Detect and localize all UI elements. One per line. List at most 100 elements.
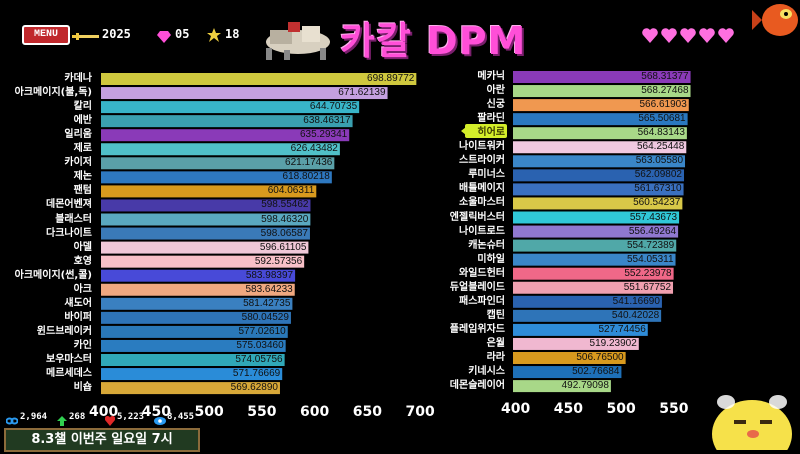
x-tick-label: 650 [352,404,382,420]
category-label: 엔젤릭버스터 [449,211,505,223]
bar-right-21 [513,366,622,379]
bar-left-19 [101,339,286,352]
bar-left-0 [101,73,417,85]
bar-left-10 [101,213,311,226]
bar-value-label: 638.46317 [303,115,351,127]
bar-right-18 [513,323,648,336]
bar-right-22 [513,380,611,393]
category-label: 호영 [73,255,92,267]
bar-right-16 [513,295,662,308]
category-label: 메카닉 [477,71,505,82]
bar-left-4 [101,129,350,142]
bar-right-19 [513,337,639,350]
bar-value-label: 598.55462 [261,199,309,211]
category-label: 캡틴 [486,309,505,321]
bar-right-10 [513,211,680,224]
bar-value-label: 596.61105 [259,241,307,253]
category-label: 라라 [486,352,505,363]
bar-left-5 [101,143,340,156]
category-label: 카인 [73,339,92,351]
bar-value-label: 671.62139 [338,87,386,99]
bar-value-label: 618.80218 [282,171,330,183]
bar-left-17 [101,311,291,324]
bar-value-label: 698.89772 [367,73,415,84]
category-label: 캐논슈터 [468,239,505,251]
footer-stat-4: 8,455 [167,412,195,422]
x-tick-label: 400 [89,404,119,420]
bar-left-22 [101,382,280,395]
category-label: 에반 [73,115,92,127]
category-label: 패스파인더 [459,295,505,307]
loop-icon [5,411,19,430]
bar-value-label: 564.25448 [637,141,685,153]
category-label: 칼리 [73,101,92,113]
menu-button[interactable]: MENU [22,25,70,45]
bee-mascot-icon [704,388,800,454]
category-label: 은월 [486,337,505,349]
bar-value-label: 583.64233 [245,283,293,295]
bar-left-16 [101,297,293,310]
mech-robot-icon [258,12,338,66]
bar-value-label: 575.03460 [236,339,284,351]
up-arrow-icon [57,411,67,430]
category-label: 루미너스 [468,169,505,181]
bar-value-label: 592.57356 [254,255,303,267]
heart-icon [104,411,116,430]
bar-value-label: 554.05311 [626,253,674,265]
category-label: 아란 [486,85,505,97]
category-label: 아크메이지(불,독) [14,87,92,99]
bar-left-12 [101,241,309,254]
bar-value-label: 554.72389 [626,239,675,251]
bar-value-label: 581.42735 [243,297,291,309]
bar-right-14 [513,267,674,280]
category-label: 소울마스터 [459,197,505,209]
bar-value-label: 569.62890 [230,382,278,394]
category-label: 섀도어 [64,297,92,309]
bar-left-11 [101,227,310,240]
bar-value-label: 574.05756 [235,354,283,365]
star-counter: 18 [225,27,240,41]
bar-value-label: 626.43482 [290,143,338,155]
bar-value-label: 551.67752 [623,281,672,293]
bar-right-6 [513,155,686,168]
category-label: 제논 [73,171,92,183]
bar-left-7 [101,171,332,184]
bar-value-label: 560.54237 [633,197,681,209]
category-label: 미하일 [477,253,505,265]
highlight-marker [465,124,507,138]
bar-value-label: 556.49264 [628,225,677,237]
bar-value-label: 541.16690 [612,295,660,307]
bar-right-7 [513,169,685,182]
bar-value-label: 552.23978 [624,267,672,279]
star-icon [207,27,221,46]
sword-icon [72,27,100,46]
bar-value-label: 568.27468 [641,85,689,97]
category-label: 스트라이커 [459,155,505,167]
bar-value-label: 506.76500 [576,352,624,363]
category-label: 메르세데스 [46,368,92,380]
bar-left-9 [101,199,311,212]
bar-left-13 [101,255,305,268]
bar-left-21 [101,368,283,381]
bar-value-label: 598.46320 [261,213,309,225]
x-tick-label: 450 [141,404,171,420]
category-label: 플레임위자드 [449,323,505,335]
bar-left-6 [101,157,335,170]
category-label: 비숍 [73,382,92,394]
bar-value-label: 621.17436 [285,157,333,169]
x-tick-label: 550 [659,401,689,417]
bar-left-3 [101,115,353,128]
fish-mascot-icon [752,0,800,44]
category-label: 일리움 [64,129,92,141]
highlight-arrow-icon [461,127,466,135]
bar-value-label: 564.83143 [637,127,685,139]
category-label: 아델 [73,241,92,253]
category-label: 나이트로드 [459,225,505,237]
footer-stat-3: 5,223 [117,412,145,422]
bar-value-label: 566.61903 [639,99,687,111]
hearts-icon [642,28,742,48]
category-label: 데몬슬레이어 [449,380,505,392]
category-label: 와일드헌터 [459,267,505,279]
